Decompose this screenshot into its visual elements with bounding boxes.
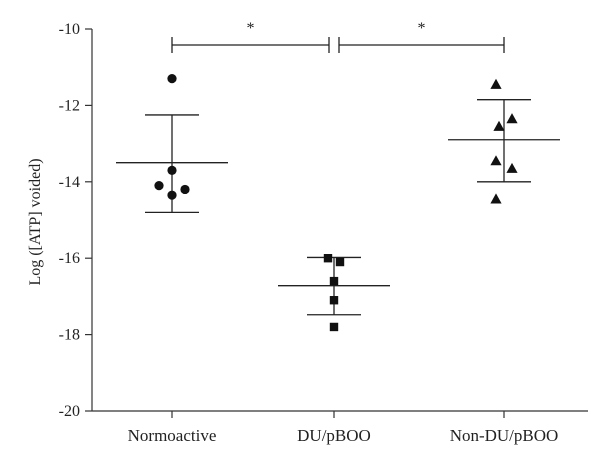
data-point-square [329, 296, 339, 305]
data-point-triangle [490, 155, 502, 166]
x-category-label: DU/pBOO [297, 426, 371, 445]
data-point-square [323, 254, 333, 263]
y-tick-label: -10 [59, 21, 80, 38]
data-point-triangle [506, 113, 518, 124]
data-point-square [335, 257, 345, 267]
data-point-circle [167, 74, 177, 84]
axes [91, 29, 588, 412]
significance-label: * [247, 20, 255, 37]
data-point-square [329, 276, 339, 286]
y-tick-label: -20 [59, 403, 80, 420]
data-point-circle [167, 165, 177, 175]
data-point-triangle [493, 120, 505, 131]
y-axis-label: Log ([ATP] voided) [27, 158, 44, 285]
y-tick-label: -16 [59, 250, 80, 267]
y-ticks: -10 -12 -14 -16 -18 -20 [59, 21, 92, 420]
y-tick-label: -18 [59, 327, 80, 344]
data-point-circle [180, 184, 190, 195]
summary-bars [116, 99, 560, 316]
data-point-circle [154, 181, 164, 191]
x-category-label: Normoactive [128, 426, 217, 445]
data-points [154, 74, 518, 332]
x-category-label: Non-DU/pBOO [450, 426, 559, 445]
data-point-circle [167, 190, 177, 200]
y-tick-label: -14 [59, 174, 80, 191]
data-point-triangle [490, 78, 502, 89]
x-ticks: Normoactive DU/pBOO Non-DU/pBOO [128, 411, 559, 445]
data-point-square [329, 322, 339, 332]
significance-brackets: * * [171, 20, 505, 53]
data-point-triangle [490, 193, 502, 204]
y-tick-label: -12 [59, 97, 80, 114]
data-point-triangle [506, 162, 518, 173]
significance-label: * [418, 20, 426, 37]
